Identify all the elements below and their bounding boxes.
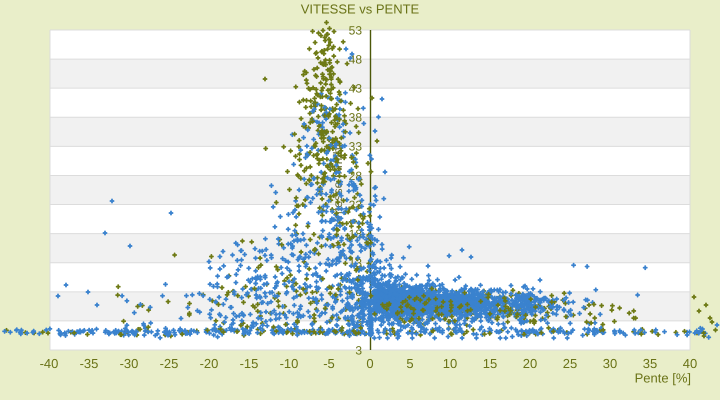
svg-text:40: 40 (683, 356, 697, 371)
svg-text:30: 30 (603, 356, 617, 371)
svg-text:-20: -20 (200, 356, 219, 371)
svg-text:-5: -5 (323, 356, 335, 371)
svg-text:38: 38 (349, 111, 363, 125)
svg-text:25: 25 (563, 356, 577, 371)
svg-text:-25: -25 (160, 356, 179, 371)
svg-text:3: 3 (355, 314, 362, 328)
svg-text:-10: -10 (280, 356, 299, 371)
svg-text:3: 3 (355, 343, 362, 357)
svg-text:43: 43 (349, 82, 363, 96)
svg-text:35: 35 (643, 356, 657, 371)
svg-text:53: 53 (349, 23, 363, 37)
svg-text:0: 0 (366, 356, 373, 371)
svg-text:20: 20 (523, 356, 537, 371)
svg-text:33: 33 (349, 140, 363, 154)
svg-text:-30: -30 (120, 356, 139, 371)
svg-text:-40: -40 (40, 356, 59, 371)
svg-text:Pente [%]: Pente [%] (635, 371, 691, 386)
svg-text:5: 5 (406, 356, 413, 371)
svg-text:15: 15 (483, 356, 497, 371)
svg-text:10: 10 (443, 356, 457, 371)
svg-text:VITESSE vs PENTE: VITESSE vs PENTE (301, 2, 420, 17)
svg-text:-35: -35 (80, 356, 99, 371)
svg-text:-15: -15 (240, 356, 259, 371)
